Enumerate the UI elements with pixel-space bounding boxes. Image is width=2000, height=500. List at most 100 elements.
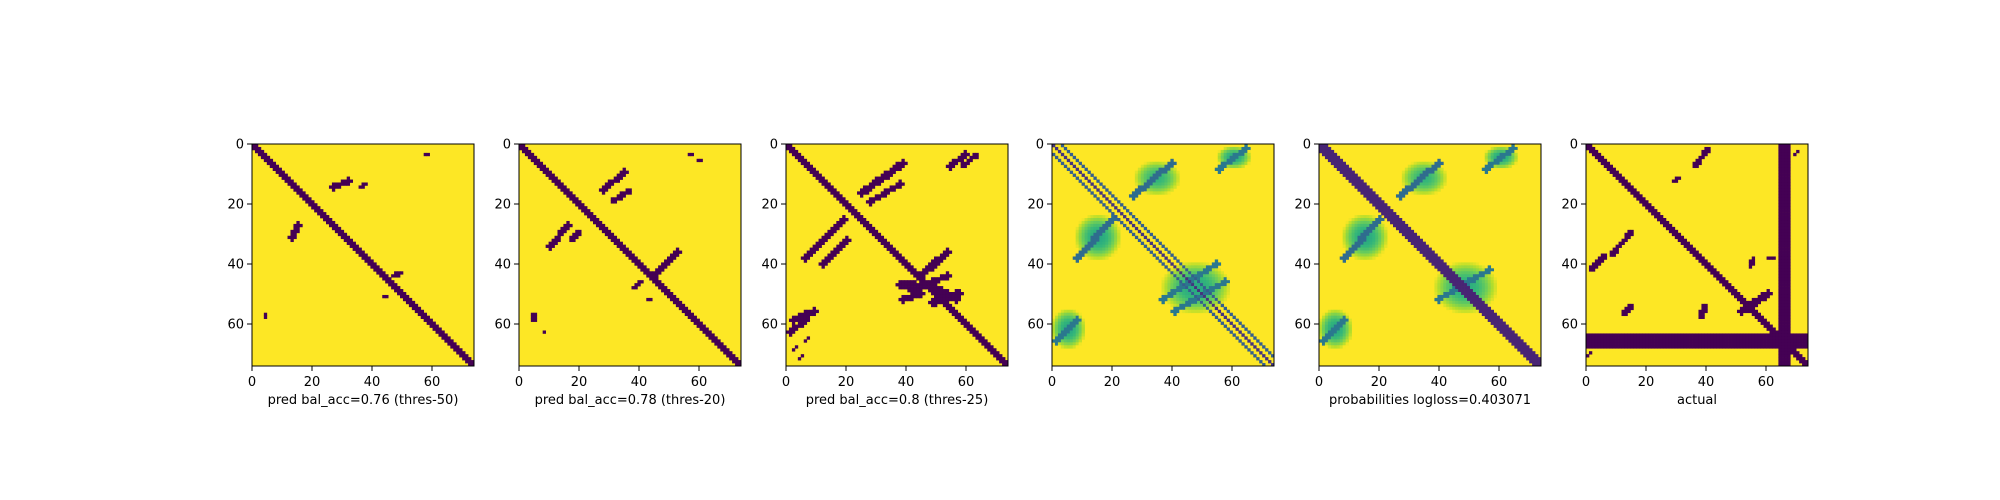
heatmap-cell <box>1469 306 1474 311</box>
heatmap-cell <box>1624 333 1628 337</box>
heatmap-cell <box>1446 274 1450 278</box>
heatmap-cell <box>1217 300 1222 305</box>
heatmap-cell <box>1606 161 1611 166</box>
heatmap-cell <box>1413 176 1418 180</box>
heatmap-cell <box>551 241 555 245</box>
heatmap-cell <box>619 241 623 245</box>
heatmap-cell <box>1182 309 1186 314</box>
heatmap-cell <box>877 179 882 183</box>
heatmap-cell <box>1514 155 1518 160</box>
heatmap-cell <box>1407 164 1412 169</box>
heatmap-cell <box>1155 161 1159 166</box>
heatmap-cell <box>1484 274 1489 278</box>
heatmap-cell <box>459 348 463 352</box>
heatmap-cell <box>1627 235 1631 240</box>
heatmap-cell <box>1342 173 1346 177</box>
heatmap-cell <box>1205 289 1210 293</box>
heatmap-cell <box>1345 173 1349 177</box>
heatmap-cell <box>1354 218 1358 222</box>
heatmap-cell <box>1170 253 1174 257</box>
heatmap-cell <box>1772 327 1776 331</box>
heatmap-cell <box>1787 155 1791 160</box>
heatmap-cell <box>1796 351 1800 355</box>
heatmap-cell <box>1458 271 1462 275</box>
heatmap-cell <box>1191 309 1195 314</box>
heatmap-cell <box>931 303 935 308</box>
heatmap-cell <box>1668 342 1673 346</box>
heatmap-cell <box>1167 164 1171 169</box>
heatmap-cell <box>1449 277 1453 281</box>
heatmap-cell <box>1063 342 1068 346</box>
heatmap-cell <box>1784 170 1788 174</box>
heatmap-cell <box>1586 345 1590 349</box>
heatmap-cell <box>672 300 677 305</box>
heatmap-cell <box>1404 173 1409 177</box>
heatmap-cell <box>824 185 828 189</box>
heatmap-cell <box>1787 209 1791 213</box>
heatmap-cell <box>1244 336 1248 340</box>
heatmap-cell <box>1781 191 1785 195</box>
heatmap-cell <box>1502 333 1506 337</box>
heatmap-cell <box>1505 146 1509 151</box>
heatmap-cell <box>1137 173 1142 177</box>
heatmap-cell <box>1214 280 1219 284</box>
heatmap-cell <box>1787 146 1791 151</box>
heatmap-cell <box>1440 262 1444 266</box>
heatmap-cell <box>1478 277 1483 281</box>
heatmap-cell <box>1208 286 1213 290</box>
heatmap-cell <box>1351 232 1355 237</box>
heatmap-cell <box>1185 268 1189 272</box>
heatmap-cell <box>1360 232 1364 237</box>
heatmap-cell <box>1202 289 1207 293</box>
heatmap-cell <box>1072 173 1077 177</box>
heatmap-cell <box>702 324 706 328</box>
heatmap-cell <box>901 259 905 263</box>
heatmap-cell <box>1668 339 1673 343</box>
heatmap-cell <box>1597 152 1602 157</box>
heatmap-cell <box>328 218 333 222</box>
heatmap-cell <box>1778 354 1782 358</box>
heatmap-cell <box>1087 223 1091 228</box>
heatmap-cell <box>865 191 870 195</box>
heatmap-cell <box>305 200 309 204</box>
heatmap-cell <box>948 303 953 308</box>
heatmap-cell <box>1745 333 1750 337</box>
heatmap-cell <box>1419 244 1423 248</box>
heatmap-cell <box>1781 294 1785 299</box>
heatmap-cell <box>1751 333 1756 337</box>
heatmap-cell <box>1778 339 1782 343</box>
heatmap-cell <box>880 191 885 195</box>
heatmap-cell <box>942 294 947 299</box>
heatmap-cell <box>1372 235 1376 240</box>
heatmap-cell <box>839 200 843 204</box>
heatmap-cell <box>1677 345 1682 349</box>
heatmap-cell <box>1784 161 1788 166</box>
heatmap-cell <box>1437 271 1441 275</box>
heatmap-cell <box>293 188 297 192</box>
heatmap-cell <box>1072 164 1077 169</box>
heatmap-cell <box>1066 309 1071 314</box>
heatmap-cell <box>1787 333 1791 337</box>
heatmap-cell <box>1226 164 1230 169</box>
heatmap-cell <box>1784 218 1788 222</box>
heatmap-cell <box>1766 294 1770 299</box>
heatmap-cell <box>1490 283 1494 287</box>
heatmap-cell <box>1707 333 1711 337</box>
heatmap-cell <box>1701 303 1705 308</box>
heatmap-cell <box>1467 289 1471 293</box>
heatmap-cell <box>1164 286 1168 290</box>
heatmap-cell <box>1002 363 1006 367</box>
heatmap-cell <box>1319 330 1323 334</box>
heatmap-cell <box>1173 286 1177 290</box>
heatmap-cell <box>963 164 967 169</box>
heatmap-cell <box>1179 306 1183 311</box>
heatmap-cell <box>1223 294 1227 299</box>
heatmap-cell <box>1158 170 1162 174</box>
heatmap-cell <box>1437 262 1441 266</box>
heatmap-cell <box>1748 345 1753 349</box>
heatmap-cell <box>569 238 573 243</box>
heatmap-cell <box>1701 315 1705 319</box>
heatmap-cell <box>919 280 923 284</box>
heatmap-cell <box>1214 268 1219 272</box>
heatmap-cell <box>1481 286 1486 290</box>
